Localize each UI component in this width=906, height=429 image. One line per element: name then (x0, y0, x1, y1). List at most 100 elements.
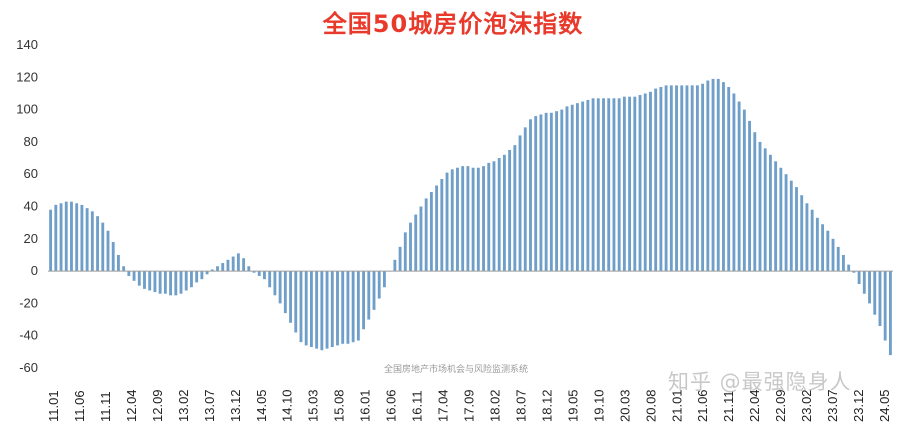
bar (612, 98, 616, 272)
bar (476, 167, 480, 272)
y-tick-label: -20 (19, 295, 38, 310)
bar (409, 222, 412, 272)
bar (492, 161, 496, 272)
bar (179, 271, 183, 294)
y-tick-label: 40 (24, 199, 38, 214)
bar (252, 271, 256, 273)
x-tick-label: 16.11 (410, 390, 425, 422)
bar (586, 99, 590, 272)
bar (80, 204, 84, 272)
bar (174, 271, 178, 296)
x-tick-label: 14.10 (280, 389, 295, 422)
bar (842, 254, 845, 272)
bar (638, 95, 642, 272)
bar (127, 271, 131, 276)
bar (64, 201, 68, 272)
x-tick-label: 13.12 (228, 389, 243, 422)
bar (283, 271, 287, 314)
x-tick-label: 20.08 (643, 389, 658, 422)
bar (200, 271, 204, 280)
bar (242, 258, 246, 272)
bar (268, 271, 272, 288)
bar (59, 203, 63, 272)
bar (497, 158, 501, 272)
bar (675, 85, 678, 272)
y-tick-label: -60 (19, 360, 38, 375)
bar (763, 148, 767, 272)
bar (701, 83, 705, 272)
y-tick-label: 20 (24, 231, 38, 246)
bar (273, 271, 277, 296)
bar (111, 242, 115, 272)
bar (560, 109, 564, 272)
bar (826, 230, 830, 272)
bar (424, 198, 428, 272)
bar (325, 271, 329, 349)
bar (742, 109, 746, 272)
bar (628, 96, 632, 272)
bar (831, 238, 835, 272)
bar (768, 154, 772, 272)
bar (435, 185, 439, 272)
bar (857, 271, 861, 285)
y-tick-label: -40 (19, 328, 38, 343)
x-tick-label: 11.01 (46, 390, 61, 422)
bar (148, 271, 152, 291)
x-tick-label: 15.03 (306, 389, 321, 422)
x-tick-label: 15.08 (332, 389, 347, 422)
bar (231, 256, 235, 272)
x-tick-label: 16.01 (358, 389, 373, 422)
x-tick-label: 13.07 (202, 389, 217, 422)
x-tick-label: 13.02 (176, 389, 191, 422)
bar (716, 78, 720, 272)
bar (351, 271, 355, 343)
bar (320, 271, 324, 351)
x-tick-label: 19.05 (565, 389, 580, 422)
bar (523, 127, 527, 272)
bar (513, 145, 517, 272)
chart-title: 全国50城房价泡沫指数 (322, 10, 584, 38)
bar (575, 103, 579, 272)
x-tick-label: 22.04 (747, 389, 762, 422)
bar (810, 209, 814, 272)
bar (852, 271, 856, 273)
bar (774, 161, 778, 272)
bar (565, 106, 569, 272)
bar (591, 98, 595, 272)
source-note: 全国房地产市场机会与风险监测系统 (384, 365, 529, 375)
bar (596, 98, 600, 272)
bar (96, 216, 99, 272)
y-tick-label: 140 (16, 37, 38, 52)
bar (711, 78, 715, 272)
bar (706, 80, 710, 272)
bar (695, 85, 699, 272)
bar (70, 201, 73, 272)
bar (205, 271, 209, 275)
bar (482, 166, 485, 272)
bar (795, 187, 798, 272)
bar (784, 174, 788, 272)
bar (309, 271, 313, 347)
bar (289, 271, 292, 323)
x-tick-label: 23.12 (851, 389, 866, 422)
bar (304, 271, 308, 346)
bar (607, 98, 611, 272)
x-tick-label: 24.05 (877, 389, 892, 422)
bar (690, 85, 694, 272)
bar (758, 141, 762, 272)
bar (54, 204, 58, 272)
bar (539, 114, 543, 272)
bar (529, 119, 532, 272)
bar (85, 208, 89, 272)
bar (116, 254, 120, 272)
bar (330, 271, 334, 347)
x-tick-label: 17.04 (436, 389, 451, 422)
bar (622, 96, 626, 272)
x-tick-label: 23.07 (825, 389, 840, 422)
bar (847, 264, 851, 272)
bar (257, 271, 261, 276)
x-tick-label: 12.09 (150, 389, 165, 422)
bar (669, 85, 673, 272)
bar (727, 86, 731, 272)
bar (153, 271, 157, 293)
